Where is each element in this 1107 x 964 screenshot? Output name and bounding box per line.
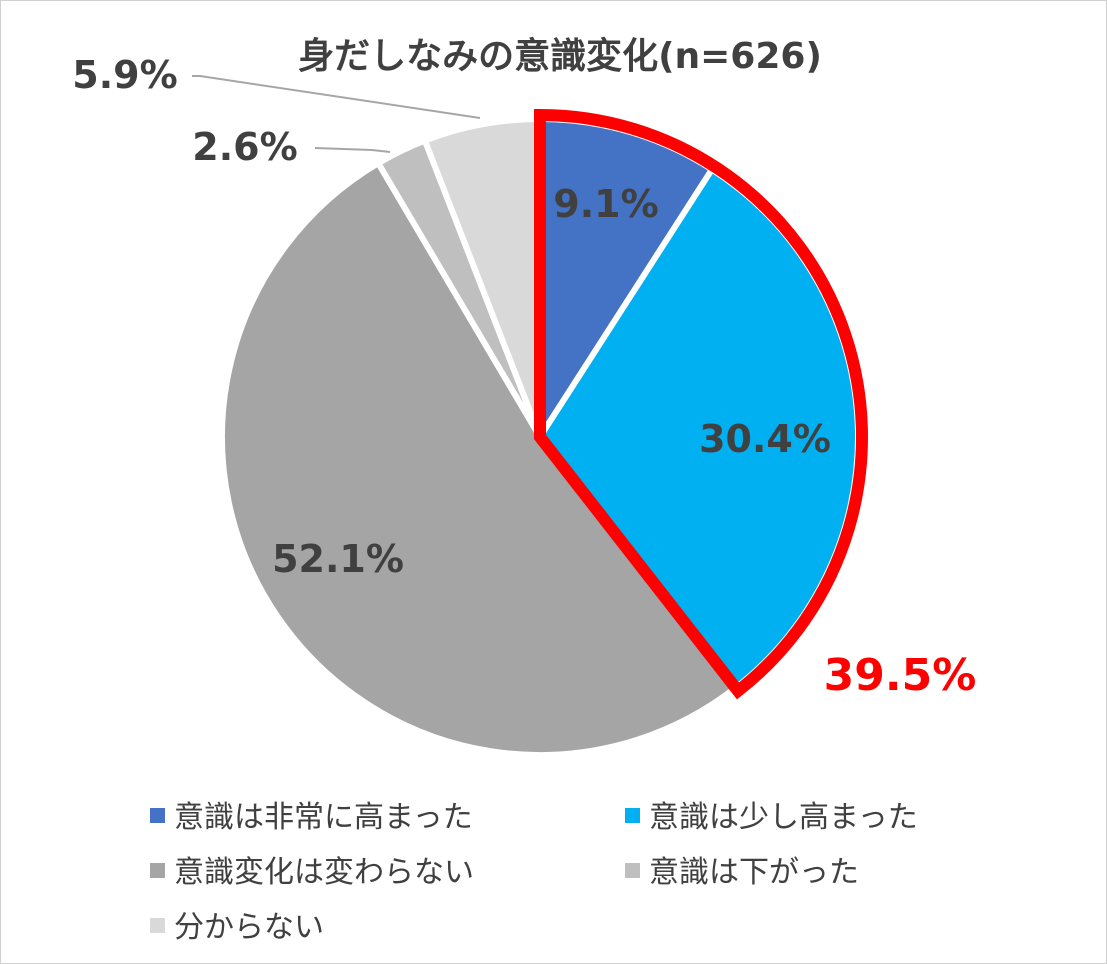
legend-swatch [150, 808, 165, 823]
legend-swatch [625, 863, 640, 878]
legend-swatch [150, 863, 165, 878]
leader-line [314, 147, 391, 153]
slice-data-label: 52.1% [272, 537, 404, 581]
legend-item: 意識変化は変わらない [150, 855, 474, 890]
chart-title: 身だしなみの意識変化(n=626) [298, 35, 822, 77]
data-labels: 9.1% 30.4% 52.1% 2.6% 5.9% [72, 53, 831, 581]
legend-swatch [625, 808, 640, 823]
legend-label: 分からない [174, 910, 324, 945]
slice-data-label: 5.9% [72, 53, 177, 97]
slices-layer [219, 116, 861, 758]
legend-item: 分からない [150, 910, 324, 945]
slice-data-label: 2.6% [192, 125, 297, 169]
legend-swatch [150, 918, 165, 933]
legend-item: 意識は少し高まった [625, 800, 918, 835]
legend-label: 意識は少し高まった [649, 800, 918, 835]
leader-line [192, 75, 481, 119]
legend-item: 意識は下がった [625, 855, 859, 890]
leader-lines [192, 75, 481, 153]
pie-slice [219, 160, 739, 758]
legend-label: 意識変化は変わらない [174, 855, 474, 890]
slice-data-label: 9.1% [553, 182, 658, 226]
legend-item: 意識は非常に高まった [150, 800, 473, 835]
legend-label: 意識は非常に高まった [174, 800, 473, 835]
slice-data-label: 30.4% [699, 417, 831, 461]
legend-label: 意識は下がった [649, 855, 859, 890]
highlight-label: 39.5% [824, 650, 977, 701]
highlight-outline [534, 108, 868, 700]
